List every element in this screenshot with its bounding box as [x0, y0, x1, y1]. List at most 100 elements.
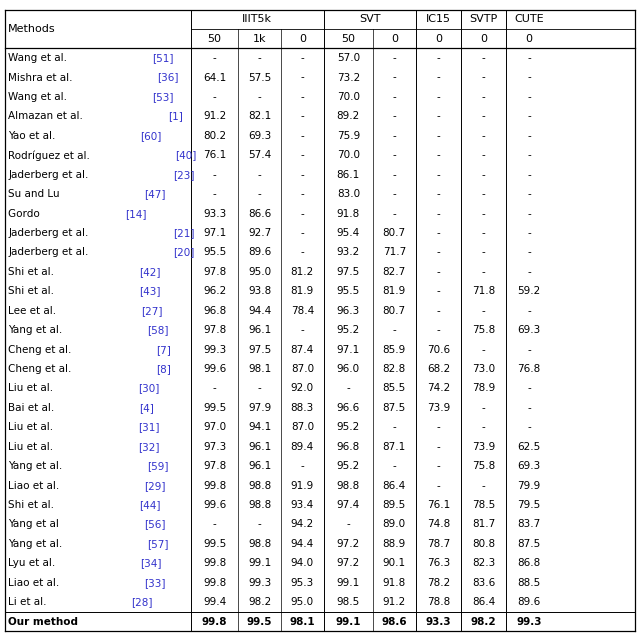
Text: 75.8: 75.8 — [472, 325, 495, 335]
Text: -: - — [392, 73, 396, 82]
Text: -: - — [436, 286, 440, 296]
Text: Jaderberg et al.: Jaderberg et al. — [8, 228, 95, 238]
Text: 97.8: 97.8 — [203, 325, 226, 335]
Text: 99.8: 99.8 — [203, 558, 226, 568]
Text: 93.4: 93.4 — [291, 500, 314, 510]
Text: -: - — [482, 267, 486, 277]
Text: 50: 50 — [207, 34, 221, 43]
Text: 74.8: 74.8 — [427, 520, 450, 530]
Text: Almazan et al.: Almazan et al. — [8, 111, 90, 121]
Text: -: - — [346, 520, 350, 530]
Text: 88.5: 88.5 — [518, 578, 541, 588]
Text: -: - — [482, 247, 486, 258]
Text: 59.2: 59.2 — [518, 286, 541, 296]
Text: -: - — [301, 461, 304, 471]
Text: 85.9: 85.9 — [383, 344, 406, 355]
Text: 89.4: 89.4 — [291, 442, 314, 452]
Text: 97.1: 97.1 — [337, 344, 360, 355]
Text: 98.8: 98.8 — [337, 481, 360, 491]
Text: -: - — [527, 383, 531, 394]
Text: 86.8: 86.8 — [518, 558, 541, 568]
Text: 76.1: 76.1 — [203, 150, 226, 160]
Text: -: - — [301, 73, 304, 82]
Text: -: - — [436, 422, 440, 433]
Text: [42]: [42] — [139, 267, 161, 277]
Text: [43]: [43] — [139, 286, 161, 296]
Text: 69.3: 69.3 — [248, 131, 271, 141]
Text: 96.8: 96.8 — [203, 305, 226, 316]
Text: -: - — [436, 325, 440, 335]
Text: 82.1: 82.1 — [248, 111, 271, 121]
Text: 86.6: 86.6 — [248, 208, 271, 219]
Text: -: - — [436, 247, 440, 258]
Text: 94.4: 94.4 — [248, 305, 271, 316]
Text: [21]: [21] — [173, 228, 195, 238]
Text: -: - — [436, 208, 440, 219]
Text: 87.0: 87.0 — [291, 364, 314, 374]
Text: 91.8: 91.8 — [337, 208, 360, 219]
Text: -: - — [527, 111, 531, 121]
Text: Shi et al.: Shi et al. — [8, 500, 61, 510]
Text: 88.3: 88.3 — [291, 403, 314, 413]
Text: Yang et al: Yang et al — [8, 520, 66, 530]
Text: -: - — [436, 92, 440, 102]
Text: 99.4: 99.4 — [203, 597, 226, 607]
Text: 78.9: 78.9 — [472, 383, 495, 394]
Text: 87.1: 87.1 — [383, 442, 406, 452]
Text: 97.0: 97.0 — [203, 422, 226, 433]
Text: 94.2: 94.2 — [291, 520, 314, 530]
Text: 99.8: 99.8 — [202, 617, 227, 627]
Text: 86.1: 86.1 — [337, 170, 360, 180]
Text: [14]: [14] — [125, 208, 146, 219]
Text: 97.1: 97.1 — [203, 228, 226, 238]
Text: 95.5: 95.5 — [203, 247, 226, 258]
Text: 76.1: 76.1 — [427, 500, 450, 510]
Text: 73.0: 73.0 — [472, 364, 495, 374]
Text: 97.8: 97.8 — [203, 461, 226, 471]
Text: -: - — [392, 170, 396, 180]
Text: 97.2: 97.2 — [337, 558, 360, 568]
Text: -: - — [212, 170, 216, 180]
Text: 96.8: 96.8 — [337, 442, 360, 452]
Text: IC15: IC15 — [426, 14, 451, 24]
Text: Wang et al.: Wang et al. — [8, 92, 74, 102]
Text: [4]: [4] — [139, 403, 154, 413]
Text: -: - — [436, 150, 440, 160]
Text: 0: 0 — [480, 34, 487, 43]
Text: 83.7: 83.7 — [518, 520, 541, 530]
Text: 87.5: 87.5 — [518, 539, 541, 549]
Text: Liu et al.: Liu et al. — [8, 422, 60, 433]
Text: 78.4: 78.4 — [291, 305, 314, 316]
Text: 96.0: 96.0 — [337, 364, 360, 374]
Text: Cheng et al.: Cheng et al. — [8, 364, 78, 374]
Text: [27]: [27] — [141, 305, 163, 316]
Text: [58]: [58] — [147, 325, 169, 335]
Text: 95.0: 95.0 — [291, 597, 314, 607]
Text: -: - — [482, 228, 486, 238]
Text: 98.2: 98.2 — [248, 597, 271, 607]
Text: [20]: [20] — [173, 247, 195, 258]
Text: 99.1: 99.1 — [335, 617, 361, 627]
Text: 98.2: 98.2 — [471, 617, 497, 627]
Text: 70.6: 70.6 — [427, 344, 450, 355]
Text: [30]: [30] — [138, 383, 159, 394]
Text: -: - — [301, 111, 304, 121]
Text: 94.0: 94.0 — [291, 558, 314, 568]
Text: -: - — [527, 53, 531, 63]
Text: 73.2: 73.2 — [337, 73, 360, 82]
Text: -: - — [301, 228, 304, 238]
Text: -: - — [482, 481, 486, 491]
Text: [33]: [33] — [144, 578, 166, 588]
Text: -: - — [436, 189, 440, 199]
Text: 93.3: 93.3 — [203, 208, 226, 219]
Text: 99.5: 99.5 — [203, 403, 226, 413]
Text: 0: 0 — [391, 34, 398, 43]
Text: 96.1: 96.1 — [248, 442, 271, 452]
Text: -: - — [482, 422, 486, 433]
Text: 62.5: 62.5 — [518, 442, 541, 452]
Text: [44]: [44] — [139, 500, 161, 510]
Text: 70.0: 70.0 — [337, 92, 360, 102]
Text: -: - — [301, 170, 304, 180]
Text: 94.1: 94.1 — [248, 422, 271, 433]
Text: -: - — [482, 111, 486, 121]
